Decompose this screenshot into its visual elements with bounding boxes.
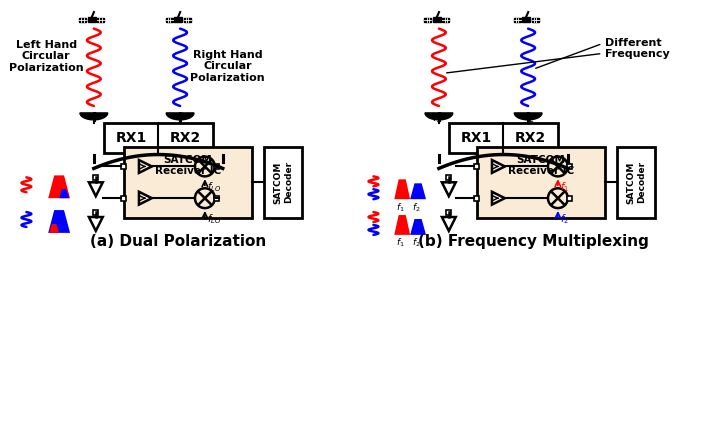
- FancyBboxPatch shape: [174, 17, 182, 22]
- Polygon shape: [166, 113, 194, 120]
- Text: Left Hand
Circular
Polarization: Left Hand Circular Polarization: [9, 40, 84, 73]
- Polygon shape: [59, 189, 69, 198]
- FancyBboxPatch shape: [93, 175, 98, 180]
- Text: $f_{LO}$: $f_{LO}$: [207, 212, 221, 226]
- FancyBboxPatch shape: [124, 147, 253, 218]
- Polygon shape: [425, 113, 453, 120]
- FancyBboxPatch shape: [104, 123, 213, 153]
- FancyBboxPatch shape: [93, 209, 98, 215]
- FancyBboxPatch shape: [214, 196, 219, 201]
- FancyBboxPatch shape: [447, 209, 452, 215]
- Text: (a) Dual Polarization: (a) Dual Polarization: [90, 235, 266, 249]
- FancyBboxPatch shape: [513, 18, 520, 22]
- Text: RX1: RX1: [116, 131, 147, 145]
- FancyBboxPatch shape: [567, 164, 572, 169]
- Text: SATCOM
Decoder: SATCOM Decoder: [273, 161, 293, 204]
- FancyBboxPatch shape: [121, 196, 126, 201]
- Text: $f_2$: $f_2$: [560, 212, 569, 226]
- FancyBboxPatch shape: [618, 147, 655, 218]
- Polygon shape: [394, 215, 410, 235]
- FancyBboxPatch shape: [80, 18, 87, 22]
- FancyBboxPatch shape: [449, 123, 558, 153]
- FancyBboxPatch shape: [425, 18, 432, 22]
- Text: Different
Frequency: Different Frequency: [606, 38, 670, 59]
- Polygon shape: [49, 224, 59, 233]
- Text: $f_2$: $f_2$: [412, 201, 420, 214]
- Text: $f_1$: $f_1$: [560, 180, 569, 194]
- FancyBboxPatch shape: [264, 147, 302, 218]
- FancyBboxPatch shape: [474, 164, 479, 169]
- Text: RX2: RX2: [515, 131, 546, 145]
- FancyBboxPatch shape: [87, 17, 96, 22]
- Polygon shape: [394, 180, 410, 199]
- Text: $f_2$: $f_2$: [525, 111, 535, 125]
- Text: RX1: RX1: [461, 131, 492, 145]
- Text: $f_1$: $f_1$: [432, 111, 442, 125]
- FancyBboxPatch shape: [474, 196, 479, 201]
- FancyBboxPatch shape: [476, 147, 606, 218]
- FancyBboxPatch shape: [184, 18, 190, 22]
- Text: Right Hand
Circular
Polarization: Right Hand Circular Polarization: [190, 50, 265, 83]
- Polygon shape: [514, 113, 542, 120]
- Polygon shape: [410, 219, 426, 235]
- Polygon shape: [48, 210, 70, 233]
- FancyBboxPatch shape: [532, 18, 539, 22]
- Text: (b) Frequency Multiplexing: (b) Frequency Multiplexing: [417, 235, 648, 249]
- Polygon shape: [410, 183, 426, 199]
- Text: $f_2$: $f_2$: [412, 237, 420, 249]
- FancyBboxPatch shape: [522, 17, 530, 22]
- FancyBboxPatch shape: [121, 164, 126, 169]
- Text: $f_{LO}$: $f_{LO}$: [207, 180, 221, 194]
- Polygon shape: [80, 113, 108, 120]
- Text: SATCOM
Receiver IC: SATCOM Receiver IC: [508, 154, 574, 176]
- Text: SATCOM
Receiver IC: SATCOM Receiver IC: [155, 154, 221, 176]
- FancyBboxPatch shape: [442, 18, 449, 22]
- Text: RX2: RX2: [170, 131, 201, 145]
- FancyBboxPatch shape: [97, 18, 104, 22]
- FancyBboxPatch shape: [165, 18, 173, 22]
- Polygon shape: [48, 176, 70, 198]
- FancyBboxPatch shape: [214, 164, 219, 169]
- FancyBboxPatch shape: [447, 175, 452, 180]
- FancyBboxPatch shape: [567, 196, 572, 201]
- FancyBboxPatch shape: [433, 17, 441, 22]
- Text: $f_1$: $f_1$: [396, 201, 405, 214]
- Text: $f_1$: $f_1$: [396, 237, 405, 249]
- Text: SATCOM
Decoder: SATCOM Decoder: [626, 161, 646, 204]
